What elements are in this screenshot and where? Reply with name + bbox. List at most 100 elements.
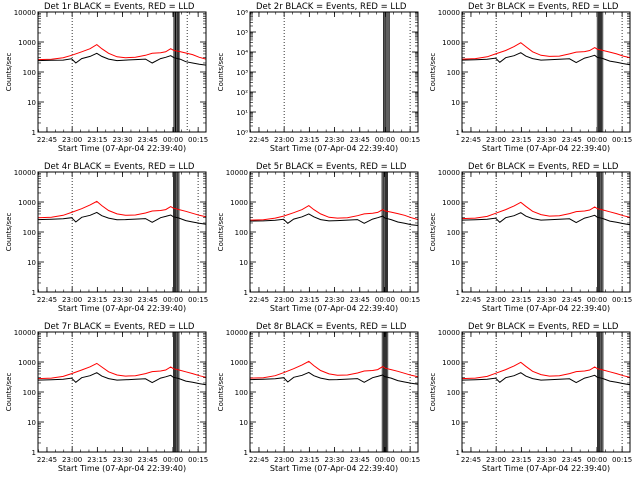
x-tick-label: 00:15 [400, 456, 420, 464]
plot-frame [461, 11, 631, 133]
x-tick-label: 00:15 [188, 296, 208, 304]
y-tick-label: 10 [27, 259, 36, 267]
plot-frame [37, 331, 207, 453]
y-tick-label: 1 [32, 129, 36, 137]
y-tick-label: 10² [236, 89, 248, 97]
x-tick-label: 00:00 [163, 296, 183, 304]
x-tick-label: 23:15 [511, 296, 531, 304]
data-gap-box [386, 331, 389, 453]
series-line-lld [461, 201, 631, 220]
x-tick-label: 23:45 [562, 296, 582, 304]
chart-title: Det 3r BLACK = Events, RED = LLD [468, 2, 619, 12]
x-tick-label: 22:45 [249, 296, 269, 304]
series-line-lld [461, 42, 631, 60]
x-tick-label: 23:45 [562, 456, 582, 464]
x-tick-label: 22:45 [249, 136, 269, 144]
chart-panel-6: Det 6r BLACK = Events, RED = LLD Counts/s… [429, 162, 632, 313]
y-tick-label: 100 [23, 229, 36, 237]
y-tick-label: 100 [447, 389, 460, 397]
y-tick-label: 1000 [442, 199, 460, 207]
x-tick-label: 23:15 [511, 136, 531, 144]
x-tick-label: 22:45 [461, 456, 481, 464]
data-gap-box [383, 331, 386, 453]
y-tick-label: 10 [27, 419, 36, 427]
series-line-lld [37, 362, 207, 380]
y-tick-label: 10000 [438, 329, 460, 337]
series-line-events [461, 372, 631, 386]
y-tick-label: 100 [235, 389, 248, 397]
y-axis-label: Counts/sec [217, 373, 225, 412]
x-tick-label: 22:45 [37, 296, 57, 304]
y-tick-label: 1000 [18, 199, 36, 207]
y-tick-label: 10000 [438, 169, 460, 177]
x-tick-label: 00:00 [163, 136, 183, 144]
series-line-events [249, 213, 419, 226]
y-tick-label: 10 [27, 99, 36, 107]
y-axis-label: Counts/sec [5, 213, 13, 252]
x-tick-label: 00:15 [612, 136, 632, 144]
data-gap-box [177, 171, 180, 293]
y-tick-label: 100 [23, 69, 36, 77]
x-tick-label: 23:30 [536, 136, 556, 144]
y-tick-label: 10 [239, 259, 248, 267]
x-tick-label: 23:00 [274, 136, 294, 144]
chart-panel-8: Det 8r BLACK = Events, RED = LLD Counts/s… [217, 322, 420, 473]
y-tick-label: 10³ [236, 69, 248, 77]
chart-panel-7: Det 7r BLACK = Events, RED = LLD Counts/s… [5, 322, 208, 473]
x-axis-label: Start Time (07-Apr-04 22:39:40) [482, 464, 610, 473]
y-tick-label: 10000 [14, 9, 36, 17]
plot-frame [249, 171, 419, 293]
data-gap-box [387, 11, 390, 133]
y-tick-label: 1000 [442, 359, 460, 367]
data-gap-box [599, 11, 602, 133]
data-gap-box [601, 331, 604, 453]
y-tick-label: 1 [244, 449, 248, 457]
data-gap-box [177, 11, 180, 133]
x-tick-label: 00:00 [375, 136, 395, 144]
x-axis-label: Start Time (07-Apr-04 22:39:40) [58, 304, 186, 313]
series-line-lld [249, 360, 419, 379]
y-tick-label: 10 [451, 99, 460, 107]
y-axis-label: Counts/sec [429, 53, 437, 92]
x-axis-label: Start Time (07-Apr-04 22:39:40) [270, 144, 398, 153]
x-tick-label: 23:30 [324, 296, 344, 304]
y-axis-label: Counts/sec [217, 213, 225, 252]
x-tick-label: 23:15 [511, 456, 531, 464]
y-axis-label: Counts/sec [429, 213, 437, 252]
x-tick-label: 23:00 [274, 456, 294, 464]
y-tick-label: 1000 [230, 359, 248, 367]
chart-title: Det 1r BLACK = Events, RED = LLD [44, 2, 195, 12]
x-tick-label: 23:30 [112, 456, 132, 464]
x-tick-label: 23:00 [62, 296, 82, 304]
plot-frame [461, 331, 631, 453]
x-axis-label: Start Time (07-Apr-04 22:39:40) [58, 464, 186, 473]
data-gap-box [385, 11, 388, 133]
x-tick-label: 23:15 [299, 136, 319, 144]
x-tick-label: 23:00 [486, 136, 506, 144]
x-tick-label: 23:15 [87, 296, 107, 304]
y-tick-label: 1 [32, 449, 36, 457]
y-tick-label: 1000 [18, 359, 36, 367]
chart-panel-1: Det 1r BLACK = Events, RED = LLD Counts/s… [5, 2, 208, 153]
chart-title: Det 8r BLACK = Events, RED = LLD [256, 322, 407, 332]
y-tick-label: 10⁶ [236, 9, 248, 17]
y-tick-label: 1 [244, 289, 248, 297]
chart-title: Det 7r BLACK = Events, RED = LLD [44, 322, 195, 332]
y-tick-label: 10 [451, 419, 460, 427]
series-line-events [37, 372, 207, 386]
plot-frame [249, 331, 419, 453]
y-tick-label: 10⁴ [236, 49, 248, 57]
y-tick-label: 100 [447, 69, 460, 77]
data-gap-box [597, 331, 599, 453]
x-tick-label: 00:15 [188, 136, 208, 144]
x-tick-label: 23:45 [138, 296, 158, 304]
y-tick-label: 10000 [226, 329, 248, 337]
series-line-events [37, 211, 207, 225]
x-tick-label: 23:45 [350, 136, 370, 144]
chart-panel-4: Det 4r BLACK = Events, RED = LLD Counts/s… [5, 162, 208, 313]
y-tick-label: 10 [451, 259, 460, 267]
y-tick-label: 100 [447, 229, 460, 237]
data-gap-box [599, 171, 602, 293]
x-tick-label: 23:30 [536, 456, 556, 464]
series-line-events [461, 52, 631, 66]
